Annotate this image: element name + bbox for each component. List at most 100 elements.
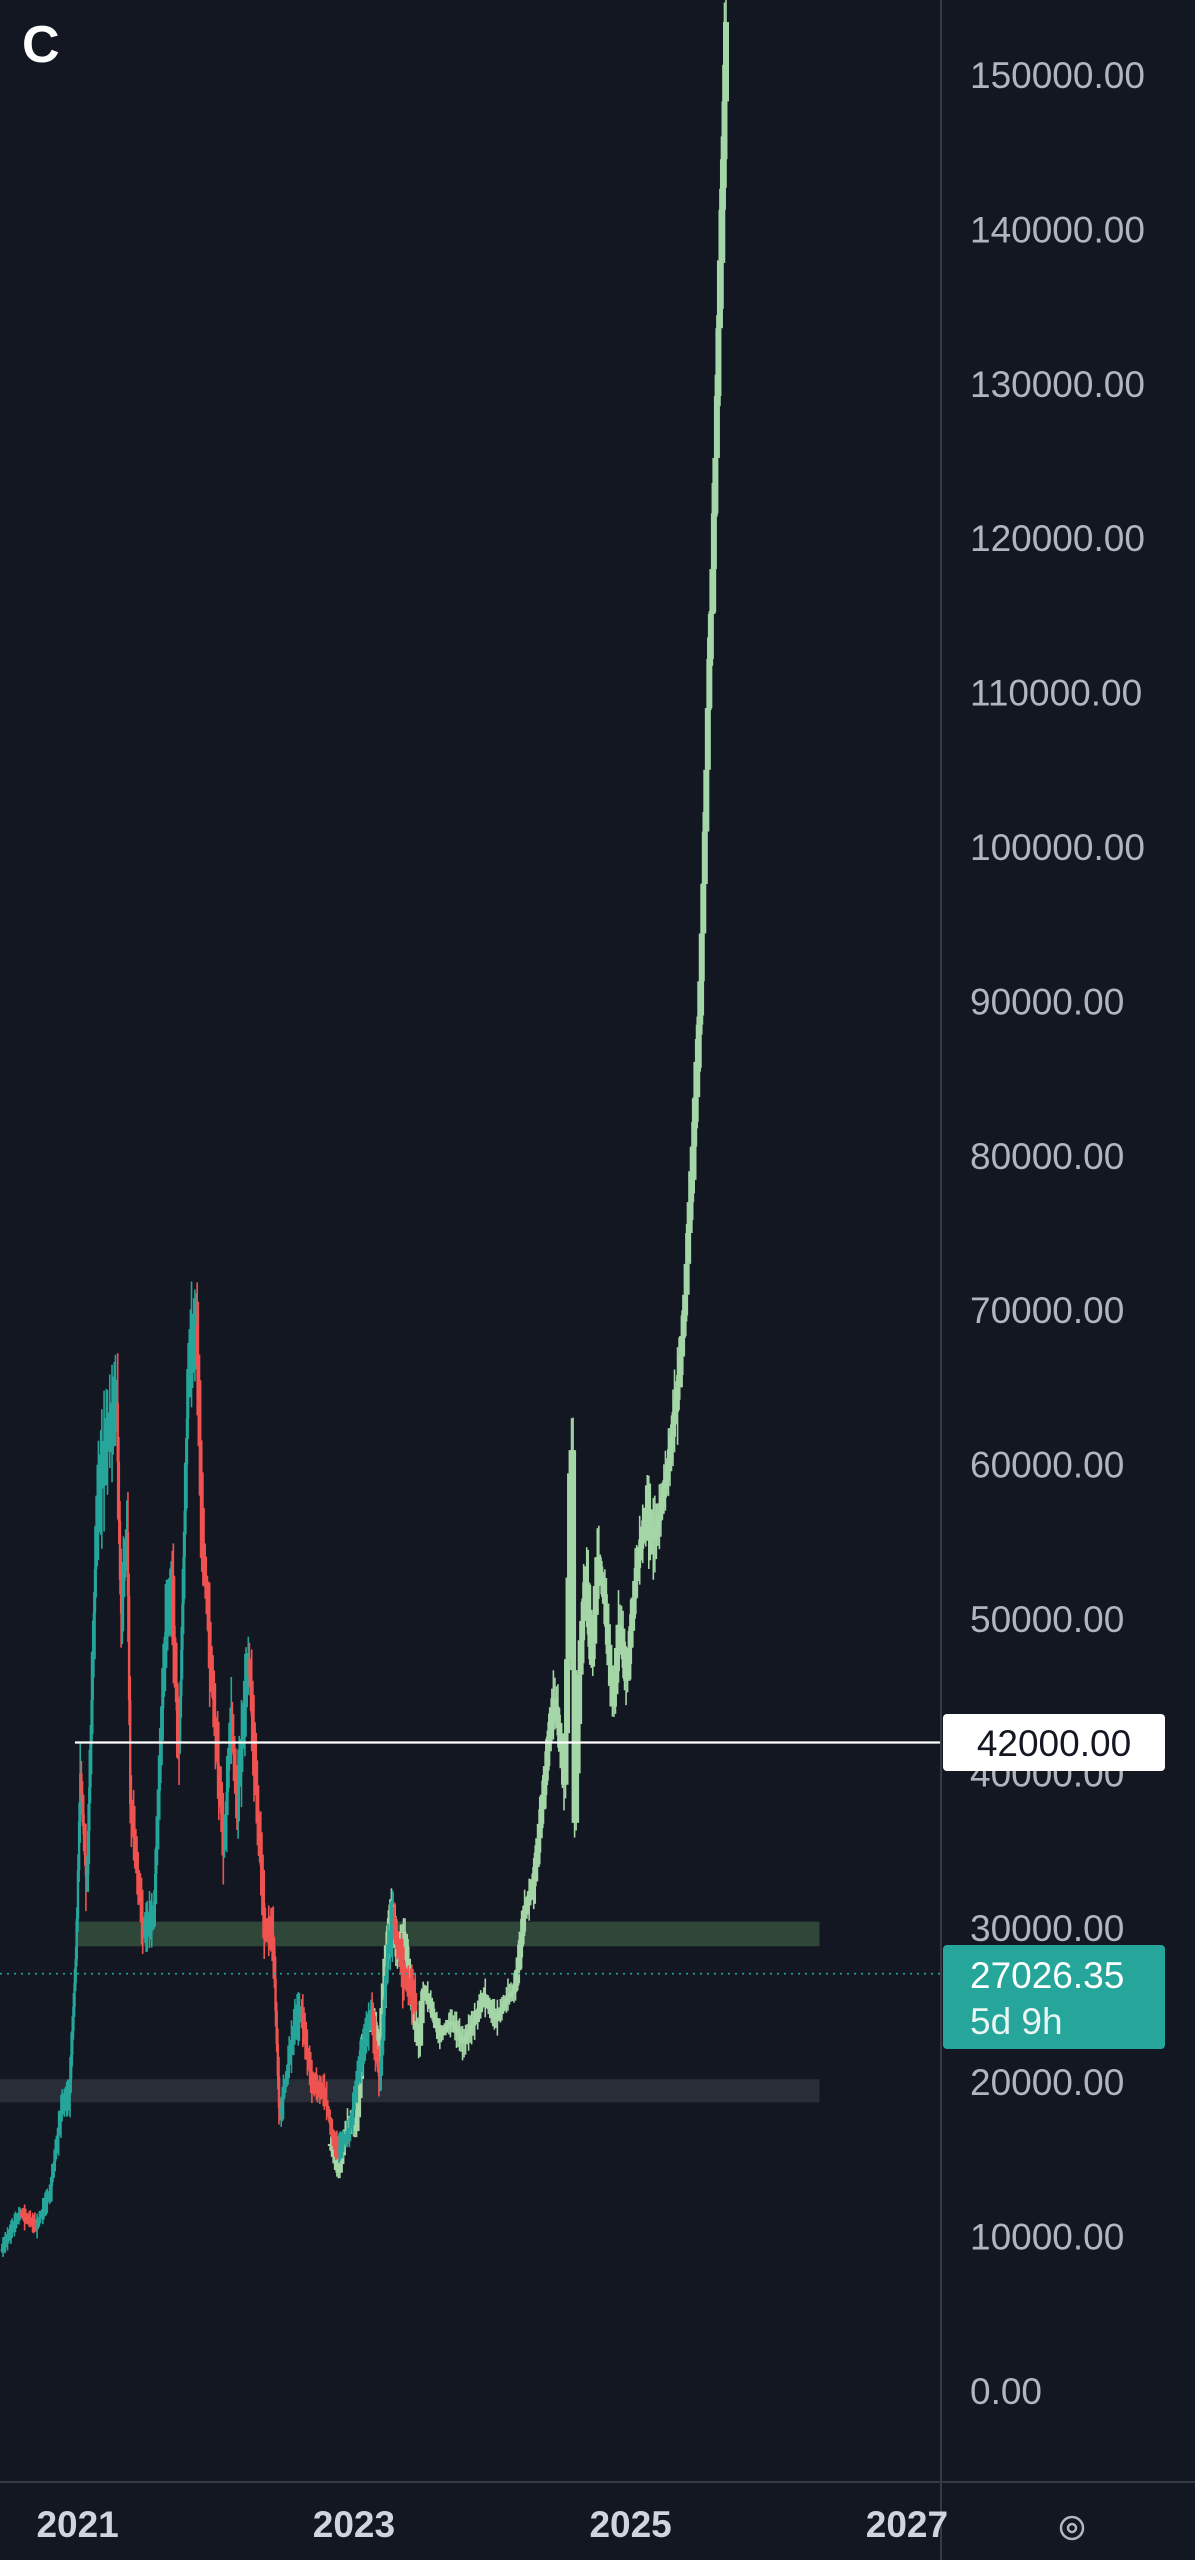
historical-candle-body [274, 1978, 277, 2012]
gear-icon[interactable] [1059, 2515, 1085, 2541]
projection-candle-body [679, 1335, 686, 1357]
projection-candle-body [424, 1997, 431, 2001]
projection-candle-body [520, 1918, 527, 1932]
projection-candle-body [706, 658, 713, 709]
historical-candle-body [55, 2144, 58, 2153]
projection-candle-body [405, 1958, 412, 1972]
historical-candle-body [226, 1770, 230, 1793]
historical-candle-body [123, 1564, 126, 1581]
historical-candle-body [72, 2006, 75, 2031]
historical-candle-body [163, 1652, 166, 1681]
historical-candle-body [199, 1446, 202, 1487]
projection-candle-body [524, 1900, 531, 1906]
historical-candle-body [253, 1754, 257, 1774]
projection-candle-body [665, 1461, 672, 1472]
projection-candle-body [639, 1529, 646, 1540]
historical-candle-body [71, 2030, 74, 2055]
projection-candle-body [659, 1497, 666, 1507]
historical-candle-body [327, 2112, 331, 2119]
historical-candle-body [305, 2040, 308, 2049]
projection-candle-body [683, 1263, 690, 1295]
historical-candle-body [387, 1940, 391, 1947]
projection-candle-body [570, 1450, 577, 1671]
historical-candle-body [275, 2011, 278, 2044]
historical-candle-body [330, 2124, 333, 2131]
historical-candle-body [76, 1870, 80, 1919]
historical-candle-body [272, 1934, 275, 1947]
historical-candle-body [325, 2100, 328, 2107]
projection-candle-body [495, 2013, 502, 2017]
historical-candle-body [124, 1548, 127, 1565]
projection-candle-body [333, 2163, 340, 2170]
historical-candle-body [16, 2217, 19, 2220]
historical-candle-body [218, 1780, 222, 1797]
historical-candle-body [300, 2015, 303, 2018]
historical-candle-body [340, 2145, 343, 2148]
price-tick-label: 30000.00 [970, 1908, 1124, 1949]
historical-candle-body [408, 1986, 411, 1990]
overlays-layer [0, 1741, 941, 1975]
historical-candle-body [167, 1608, 171, 1617]
historical-candle-body [190, 1352, 193, 1359]
historical-candle-body [105, 1441, 108, 1447]
historical-candle-body [293, 2022, 297, 2030]
historical-candle-body [316, 2087, 319, 2090]
historical-candle-body [323, 2093, 326, 2096]
projection-candle-body [654, 1520, 661, 1528]
projection-candle-body [498, 2007, 505, 2011]
historical-candle-body [85, 1874, 89, 1877]
historical-candle-body [258, 1828, 261, 1848]
historical-candle-body [354, 2084, 358, 2093]
projection-candle-body [353, 2117, 360, 2132]
projection-candle-body [688, 1171, 695, 1203]
projection-candle-body [595, 1557, 602, 1567]
projection-candle-body [591, 1614, 598, 1644]
historical-candle-body [141, 1916, 144, 1928]
price-axis[interactable]: 150000.00 140000.00 130000.00 120000.00 1100… [970, 55, 1145, 2412]
projection-candle-body [329, 2143, 336, 2151]
projection-candle-body [621, 1654, 628, 1668]
historical-candle-body [186, 1371, 190, 1419]
projection-candle-body [604, 1624, 611, 1645]
historical-candle-body [341, 2143, 344, 2146]
projection-candle-body [417, 2023, 424, 2046]
projection-candle-body [530, 1881, 537, 1887]
historical-candle-body [90, 1700, 93, 1744]
level-badge-label: 42000.00 [977, 1723, 1131, 1764]
projection-candle-body [332, 2156, 339, 2164]
historical-candle-body [40, 2213, 43, 2217]
historical-candle-body [38, 2218, 41, 2222]
projection-candle-body [576, 1674, 583, 1724]
projection-candle-body [559, 1751, 566, 1769]
projection-candle-body [668, 1436, 675, 1450]
historical-candle-body [349, 2123, 352, 2132]
price-tick-label: 90000.00 [970, 981, 1124, 1022]
projection-candle-body [539, 1795, 546, 1810]
historical-candle-body [1, 2246, 5, 2249]
projection-candle-body [624, 1664, 631, 1681]
time-axis[interactable]: 2021 2023 2025 2027 [36, 2504, 948, 2545]
historical-candle-body [347, 2133, 350, 2136]
historical-candle-body [58, 2119, 62, 2128]
historical-candle-body [135, 1860, 139, 1872]
historical-candle-body [277, 2076, 281, 2109]
projection-candle-body [694, 1067, 701, 1098]
historical-candle-body [301, 2016, 305, 2025]
projection-candle-body [427, 2004, 434, 2009]
projection-candle-body [641, 1520, 648, 1530]
historical-candle-body [376, 2058, 379, 2068]
historical-candle-body [284, 2078, 287, 2086]
brand-logo: C [22, 16, 60, 74]
historical-candle-body [116, 1402, 119, 1462]
historical-candle-body [100, 1469, 104, 1479]
projection-candle-body [579, 1620, 586, 1641]
historical-candle-body [381, 2036, 384, 2056]
historical-candle-body [400, 1961, 403, 1968]
projection-candle-body [636, 1548, 643, 1559]
historical-candle-body [99, 1478, 102, 1488]
projection-candle-body [701, 831, 708, 885]
projection-candle-body [663, 1471, 670, 1481]
time-tick-label: 2025 [589, 2504, 671, 2545]
